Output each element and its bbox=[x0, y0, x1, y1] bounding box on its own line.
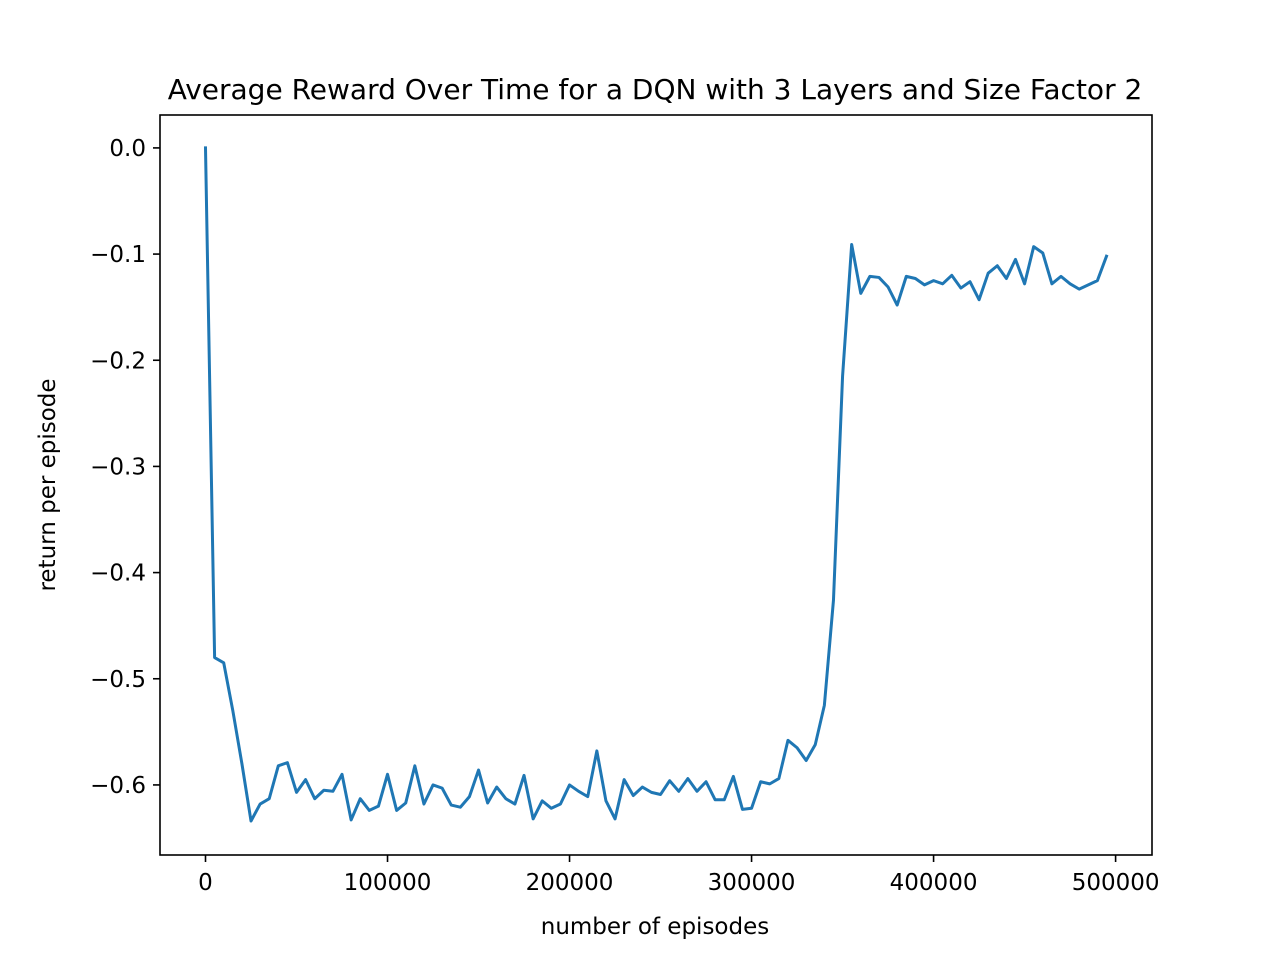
x-tick-label: 400000 bbox=[890, 870, 978, 896]
x-tick-label: 0 bbox=[198, 870, 213, 896]
x-axis: 0 100000 200000 300000 400000 500000 bbox=[198, 855, 1160, 896]
y-tick-label: −0.4 bbox=[90, 561, 146, 587]
x-tick-label: 500000 bbox=[1072, 870, 1160, 896]
y-axis-label: return per episode bbox=[35, 378, 61, 591]
chart-title: Average Reward Over Time for a DQN with … bbox=[168, 73, 1143, 106]
x-tick-label: 200000 bbox=[526, 870, 614, 896]
y-tick-label: 0.0 bbox=[109, 136, 146, 162]
y-tick-label: −0.3 bbox=[90, 454, 146, 480]
series-line-0 bbox=[203, 146, 1109, 823]
y-tick-label: −0.6 bbox=[90, 773, 146, 799]
x-axis-label: number of episodes bbox=[541, 914, 769, 940]
y-axis: 0.0 −0.1 −0.2 −0.3 −0.4 −0.5 −0.6 bbox=[90, 136, 160, 799]
plot-frame bbox=[159, 114, 1153, 856]
y-tick-label: −0.5 bbox=[90, 667, 146, 693]
y-tick-label: −0.1 bbox=[90, 242, 146, 268]
x-tick-label: 300000 bbox=[708, 870, 796, 896]
x-tick-label: 100000 bbox=[344, 870, 432, 896]
plot-area bbox=[203, 146, 1109, 823]
y-tick-label: −0.2 bbox=[90, 348, 146, 374]
